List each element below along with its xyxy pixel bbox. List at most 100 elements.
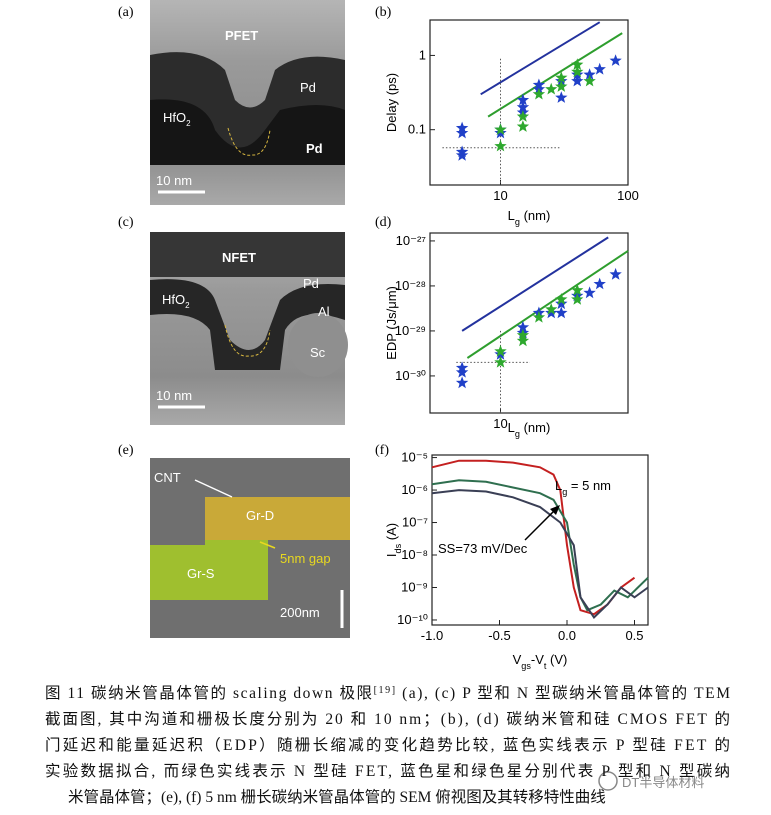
panel-label: (d) — [375, 215, 392, 230]
text-segment: 门延迟和能量延迟积（EDP）随栅长缩减的变化趋势比较, 蓝色实线表示 P 型硅 … — [45, 736, 730, 754]
text-segment: L — [508, 420, 515, 435]
image-label: PFET — [225, 28, 258, 43]
caption-line: 截面图, 其中沟道和栅极长度分别为 20 和 10 nm；(b), (d) 碳纳… — [45, 710, 730, 728]
caption-line: 实验数据拟合, 而绿色实线表示 N 型硅 FET, 蓝色星和绿色星分别代表 P … — [45, 762, 730, 780]
star-marker — [583, 68, 596, 80]
scale-label: 10 nm — [156, 173, 192, 188]
scale-label: 200nm — [280, 605, 320, 620]
text-segment: ds — [393, 543, 403, 553]
star-marker — [609, 54, 622, 66]
text-segment: (a), (c) P 型和 N 型碳纳米管晶体管的 TEM — [397, 684, 731, 702]
panel-label: (f) — [375, 443, 389, 458]
star-marker — [545, 306, 558, 319]
star-marker — [609, 267, 622, 280]
image-label: Gr-D — [246, 508, 274, 523]
data-line — [431, 479, 649, 612]
image-label: NFET — [222, 250, 256, 265]
star-marker — [516, 110, 530, 122]
text-segment: (nm) — [520, 420, 550, 435]
text-segment: L — [508, 208, 515, 223]
text-segment: g — [515, 217, 520, 227]
text-segment: Delay (ps) — [384, 73, 399, 132]
watermark-text: DT半导体材料 — [622, 775, 704, 790]
data-line — [431, 489, 649, 619]
plot-frame — [429, 19, 629, 186]
star-marker — [555, 71, 568, 83]
plot-frame — [429, 232, 629, 414]
star-marker — [571, 65, 584, 78]
arrow-head — [550, 505, 560, 515]
data-line — [487, 32, 623, 118]
y-tick-label: 10⁻⁶ — [401, 482, 428, 497]
image-label: Al — [318, 304, 330, 319]
text-segment: g — [562, 487, 567, 497]
y-tick-label: 0.1 — [408, 122, 426, 137]
data-line — [480, 21, 601, 96]
star-marker — [516, 334, 530, 347]
caption-line: 门延迟和能量延迟积（EDP）随栅长缩减的变化趋势比较, 蓝色实线表示 P 型硅 … — [45, 736, 730, 754]
image-label: Pd — [300, 80, 316, 95]
star-marker — [532, 87, 546, 100]
image-label: HfO2 — [163, 110, 191, 128]
annotation: Lg = 5 nm — [555, 478, 611, 497]
star-marker — [571, 58, 584, 70]
image-label: HfO2 — [162, 292, 190, 310]
image-label: Pd — [303, 276, 319, 291]
text-segment: 米管晶体管；(e), (f) 5 nm 栅长碳纳米管晶体管的 SEM 俯视图及其… — [68, 788, 606, 806]
star-marker — [555, 306, 568, 319]
tem-image — [150, 232, 348, 425]
star-marker — [455, 376, 469, 389]
y-tick-label: 1 — [419, 47, 426, 62]
text-segment: (nm) — [520, 208, 550, 223]
star-marker — [455, 121, 469, 134]
y-axis-label: Delay (ps) — [384, 73, 399, 132]
annotation-arrow — [524, 507, 558, 541]
star-marker — [455, 145, 469, 158]
star-marker — [516, 93, 530, 106]
star-marker — [494, 123, 507, 135]
star-marker — [571, 283, 584, 296]
x-tick-label: 100 — [617, 188, 639, 203]
y-tick-label: 10⁻⁵ — [401, 450, 428, 465]
panel-label: (b) — [375, 5, 392, 20]
x-tick-label: 0.0 — [558, 628, 576, 643]
data-line — [466, 250, 629, 359]
annotation: SS=73 mV/Dec — [438, 541, 528, 556]
panel-label: (e) — [118, 443, 134, 458]
star-marker — [532, 78, 546, 91]
star-marker — [583, 286, 596, 299]
y-tick-label: 10⁻¹⁰ — [397, 612, 428, 627]
y-tick-label: 10⁻²⁷ — [396, 233, 427, 248]
star-marker — [494, 126, 507, 139]
text-segment: -V — [531, 652, 544, 667]
scale-label: 10 nm — [156, 388, 192, 403]
panel-label: (c) — [118, 215, 134, 230]
watermark: DT半导体材料 — [598, 771, 704, 791]
star-marker — [571, 74, 584, 87]
image-label: Gr-S — [187, 566, 215, 581]
tem-image — [150, 0, 345, 205]
text-segment: (V) — [546, 652, 567, 667]
text-segment: 图 11 碳纳米管晶体管的 scaling down 极限 — [45, 684, 372, 702]
text-segment: 实验数据拟合, 而绿色实线表示 N 型硅 FET, 蓝色星和绿色星分别代表 P … — [45, 762, 730, 780]
x-tick-label: -0.5 — [488, 628, 510, 643]
y-axis-label: EDP (Js/μm) — [384, 286, 399, 360]
x-axis-label: Lg (nm) — [508, 208, 551, 227]
text-segment: g — [515, 429, 520, 439]
star-marker — [494, 344, 507, 357]
y-tick-label: 10⁻³⁰ — [395, 368, 426, 383]
text-segment: = 5 nm — [567, 478, 611, 493]
text-segment: L — [555, 478, 562, 493]
x-tick-label: -1.0 — [421, 628, 443, 643]
panel-label: (a) — [118, 5, 134, 20]
star-marker — [571, 293, 584, 305]
text-segment: SS=73 mV/Dec — [438, 541, 528, 556]
star-marker — [593, 277, 606, 290]
y-tick-label: 10⁻⁷ — [402, 515, 428, 530]
star-marker — [555, 297, 568, 310]
image-label: 5nm gap — [280, 551, 331, 566]
y-tick-label: 10⁻²⁸ — [395, 278, 426, 293]
text-segment: gs — [521, 661, 531, 671]
x-tick-label: 10 — [493, 416, 507, 431]
